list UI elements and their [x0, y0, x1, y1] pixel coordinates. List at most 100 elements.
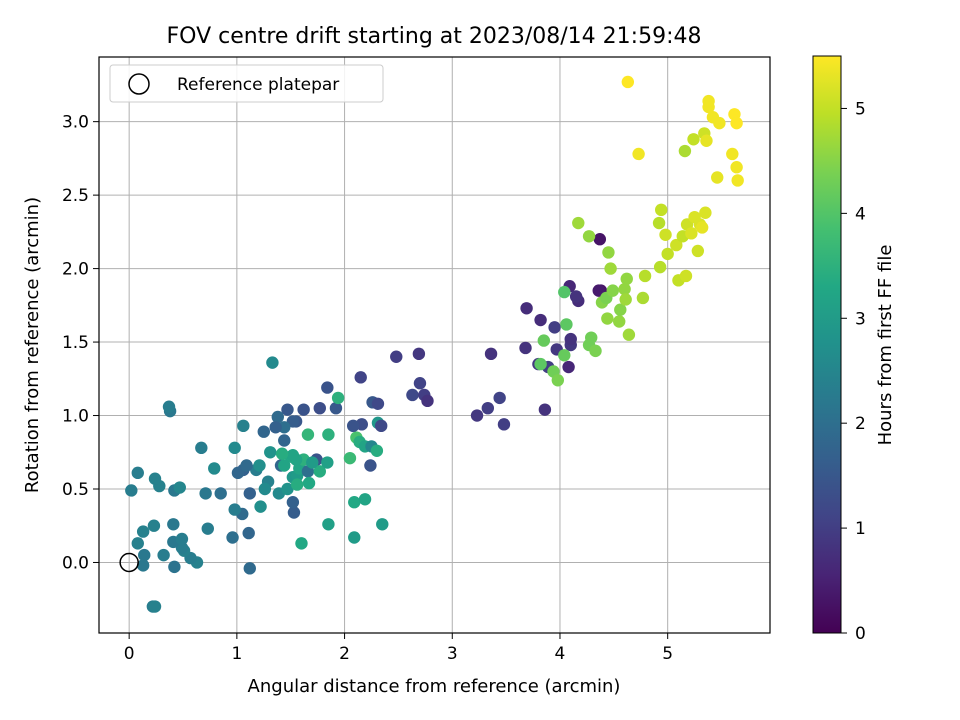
- data-point: [652, 216, 666, 230]
- data-point: [497, 418, 511, 431]
- data-point: [470, 409, 484, 422]
- data-point: [175, 532, 189, 546]
- data-point: [358, 493, 372, 506]
- data-point: [157, 548, 170, 562]
- data-points: [125, 75, 744, 613]
- data-point: [560, 318, 573, 331]
- data-point: [147, 519, 161, 532]
- data-point: [371, 397, 385, 410]
- data-point: [131, 537, 144, 550]
- data-point: [322, 518, 335, 531]
- data-point: [614, 303, 627, 316]
- colorbar-tick-label: 1: [855, 519, 866, 539]
- data-point: [240, 459, 253, 472]
- data-point: [376, 518, 389, 531]
- data-point: [699, 206, 712, 219]
- data-point: [687, 133, 700, 146]
- legend: Reference platepar: [109, 64, 384, 103]
- x-tick-label: 4: [555, 644, 566, 664]
- data-point: [343, 451, 357, 465]
- data-point: [653, 260, 667, 274]
- plot-area-frame: [98, 56, 771, 634]
- data-point: [214, 487, 227, 500]
- data-point: [306, 456, 319, 469]
- data-point: [364, 459, 377, 472]
- data-point: [713, 116, 726, 130]
- data-point: [301, 428, 315, 441]
- data-point: [271, 410, 284, 424]
- data-point: [412, 347, 426, 361]
- y-axis-ticks: 0.0 0.5 1.0 1.5 2.0 2.5 3.0: [62, 113, 99, 573]
- data-point: [290, 478, 304, 491]
- data-point: [632, 147, 645, 161]
- data-point: [390, 350, 403, 363]
- data-point: [136, 559, 150, 572]
- y-axis-label: Rotation from reference (arcmin): [22, 197, 43, 493]
- data-point: [257, 425, 270, 438]
- x-tick-label: 3: [447, 644, 458, 664]
- data-point: [519, 341, 532, 355]
- data-point: [538, 403, 552, 416]
- data-point: [618, 282, 631, 296]
- data-point: [484, 347, 498, 361]
- data-point: [558, 285, 571, 299]
- x-tick-label: 5: [662, 644, 673, 664]
- legend-reference-marker: [128, 73, 150, 95]
- data-point: [589, 344, 602, 358]
- x-tick-label: 1: [231, 644, 242, 664]
- reference-point-marker: [119, 552, 139, 573]
- data-point: [148, 600, 162, 613]
- data-point: [613, 315, 626, 328]
- data-point: [199, 487, 212, 500]
- data-point: [286, 449, 300, 462]
- data-point: [243, 487, 256, 500]
- data-point: [572, 216, 585, 230]
- data-point: [602, 246, 615, 259]
- legend-entry-reference-platepar: Reference platepar: [177, 75, 339, 95]
- data-point: [168, 560, 181, 574]
- colorbar-gradient: [812, 55, 842, 634]
- data-point: [313, 465, 326, 478]
- data-point: [700, 134, 713, 147]
- data-point: [131, 466, 144, 480]
- data-point: [619, 293, 632, 306]
- data-point: [622, 328, 636, 341]
- legend-box: [109, 64, 384, 103]
- data-point: [537, 334, 551, 347]
- colorbar-ticks: 0 1 2 3 4 5: [841, 99, 866, 644]
- data-point: [201, 522, 214, 535]
- colorbar-label: Hours from first FF file: [875, 245, 896, 446]
- y-tick-label: 1.0: [62, 407, 89, 427]
- data-point: [691, 244, 705, 258]
- data-point: [287, 506, 301, 519]
- y-tick-label: 2.5: [62, 186, 89, 206]
- data-point: [621, 75, 635, 89]
- data-point: [534, 357, 547, 371]
- data-point: [406, 388, 419, 402]
- data-point: [730, 161, 743, 174]
- data-point: [374, 419, 388, 433]
- data-point: [562, 360, 575, 374]
- data-point: [278, 459, 291, 472]
- data-point: [520, 302, 533, 315]
- data-point: [313, 401, 326, 415]
- data-point: [264, 446, 277, 459]
- data-point: [679, 269, 693, 283]
- data-point: [346, 419, 360, 433]
- data-point: [481, 401, 495, 415]
- data-point: [585, 331, 598, 344]
- data-point: [593, 233, 607, 246]
- colorbar-tick-label: 0: [855, 624, 866, 644]
- data-point: [254, 500, 267, 513]
- y-tick-label: 0.0: [62, 553, 89, 573]
- chart-title: FOV centre drift starting at 2023/08/14 …: [167, 24, 702, 49]
- data-point: [242, 526, 255, 540]
- data-point: [601, 312, 614, 325]
- data-point: [354, 371, 367, 384]
- x-tick-label: 2: [339, 644, 350, 664]
- data-point: [125, 484, 138, 497]
- data-point: [278, 421, 291, 434]
- data-point: [348, 531, 361, 544]
- data-point: [659, 228, 672, 241]
